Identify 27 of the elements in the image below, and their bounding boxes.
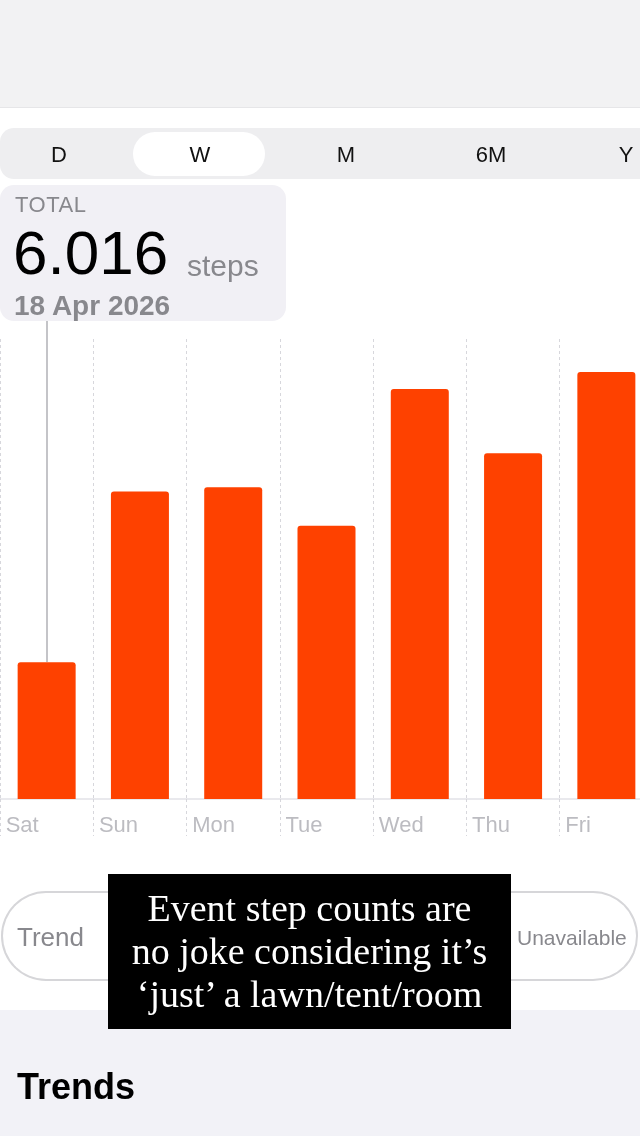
x-tick-label: Sat <box>5 811 39 837</box>
text: M <box>336 142 356 167</box>
x-tick-label: Mon <box>192 811 236 837</box>
x-tick-label: Wed <box>378 811 424 837</box>
bar <box>484 453 543 799</box>
x-tick-label: Tue <box>285 811 323 837</box>
caption-box: Event step counts are no joke considering it’s ‘just’ a lawn/tent/room <box>108 874 511 1029</box>
text: TOTAL <box>15 192 87 217</box>
text: 18 Apr 2026 <box>14 290 171 321</box>
bar <box>390 389 449 799</box>
text: steps <box>187 249 259 282</box>
text: Y <box>618 142 634 167</box>
text: 6.016 <box>13 218 169 287</box>
bar <box>17 662 76 799</box>
bar <box>204 487 263 799</box>
text: Trends <box>17 1066 136 1107</box>
text: W <box>189 142 211 167</box>
x-tick-label: Thu <box>472 811 510 837</box>
text: D <box>51 142 67 167</box>
bar <box>297 525 356 799</box>
x-tick-label: Sun <box>98 811 139 837</box>
text: Trend <box>17 922 84 952</box>
bar <box>110 491 169 799</box>
text: Unavailable <box>517 926 627 949</box>
x-tick-label: Fri <box>565 811 592 837</box>
bar <box>577 372 636 799</box>
text: 6M <box>475 142 507 167</box>
